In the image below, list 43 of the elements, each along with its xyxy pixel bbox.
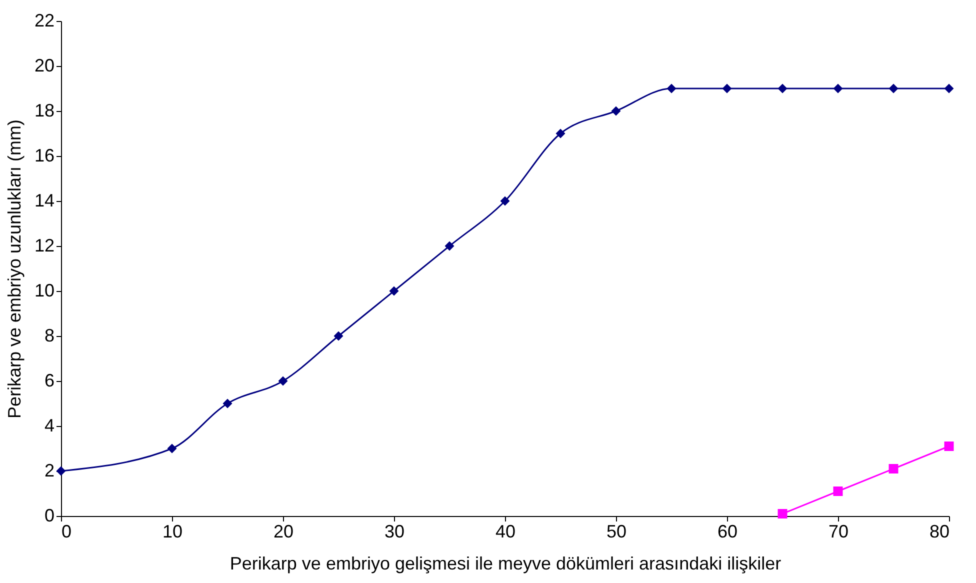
point (722, 84, 732, 94)
y-tick-label: 0 (44, 506, 54, 526)
x-tick-label: 0 (62, 522, 72, 542)
x-axis-title: Perikarp ve embriyo gelişmesi ile meyve dökümleri arasındaki ilişkiler (230, 554, 782, 574)
y-tick-label: 10 (34, 280, 54, 300)
point (888, 464, 898, 474)
point (888, 84, 898, 94)
y-tick-label: 18 (34, 100, 54, 120)
point (944, 442, 954, 451)
point (334, 331, 344, 341)
point (278, 376, 288, 386)
y-tick-label: 22 (34, 10, 54, 30)
x-tick-label: 50 (606, 522, 627, 542)
x-tick-label: 80 (929, 522, 950, 542)
point (500, 196, 510, 206)
x-tick-label: 10 (162, 522, 183, 542)
point (666, 84, 676, 94)
point (778, 84, 788, 94)
point (944, 84, 954, 94)
x-tick-label: 70 (828, 522, 849, 542)
y-axis-title: Perikarp ve embriyo uzunlukları (mm) (4, 119, 24, 419)
point (833, 486, 843, 496)
point (444, 241, 454, 251)
y-tick-label: 12 (34, 236, 54, 256)
point (56, 466, 66, 476)
x-tick-label: 60 (717, 522, 738, 542)
point (611, 106, 621, 116)
point (222, 398, 232, 408)
x-tick-label: 40 (495, 522, 516, 542)
point (167, 444, 177, 454)
y-tick-label: 4 (44, 416, 54, 436)
point (389, 286, 399, 296)
y-tick-label: 8 (44, 326, 54, 346)
point (778, 509, 788, 518)
y-tick-label: 2 (44, 460, 54, 480)
point (556, 128, 566, 138)
y-tick-label: 20 (34, 56, 54, 76)
x-tick-label: 30 (384, 522, 405, 542)
y-tick-label: 6 (44, 370, 54, 390)
x-tick-label: 20 (273, 522, 294, 542)
y-tick-label: 16 (34, 146, 54, 166)
point (833, 84, 843, 94)
y-tick-label: 14 (34, 190, 54, 210)
